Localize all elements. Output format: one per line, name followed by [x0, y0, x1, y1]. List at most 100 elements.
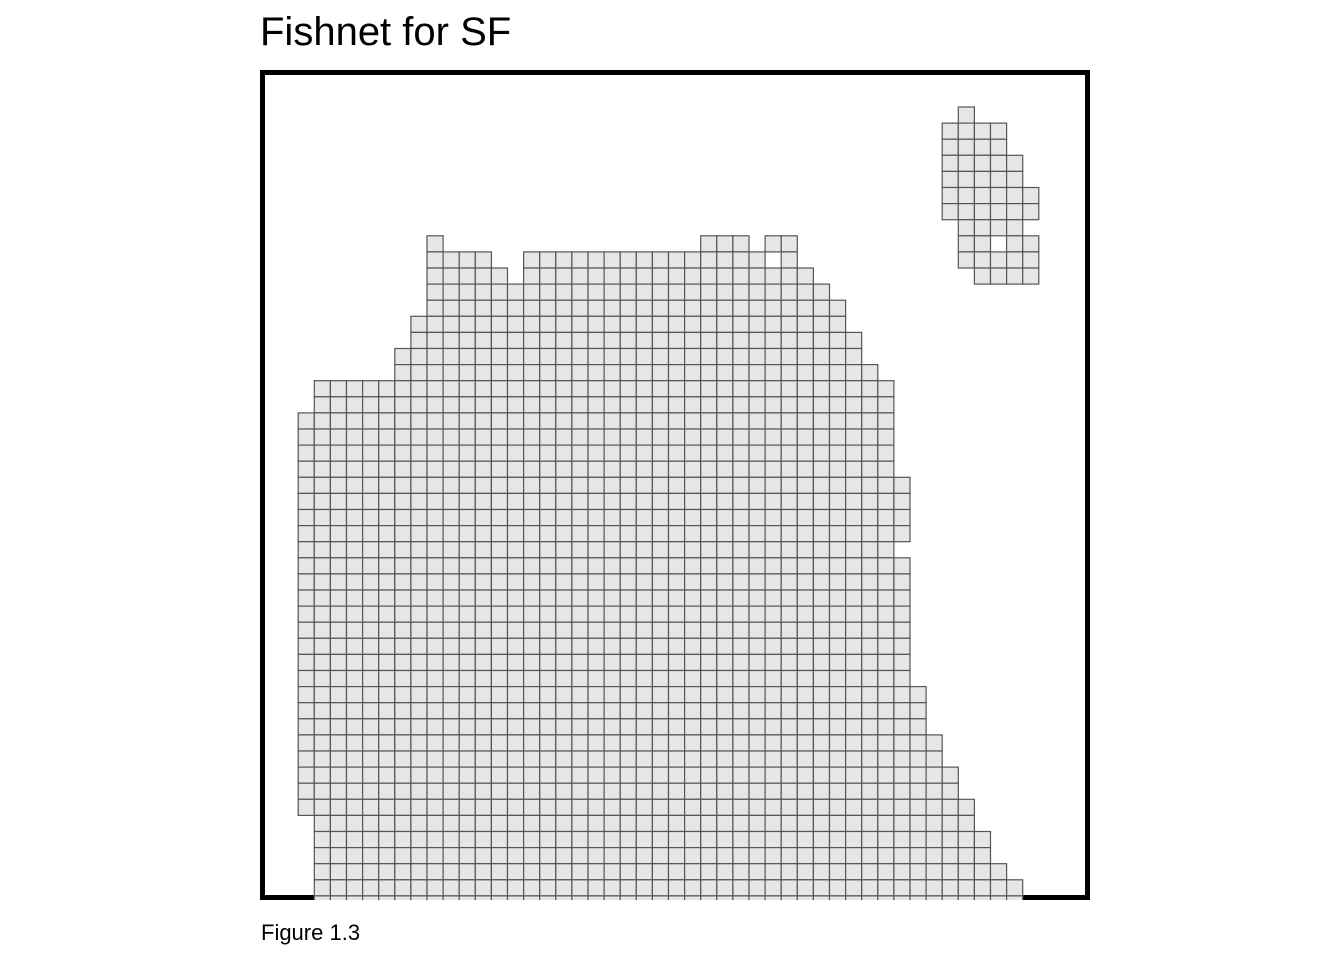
fishnet-cell	[667, 734, 686, 752]
fishnet-cell	[394, 685, 412, 704]
fishnet-cell	[442, 412, 460, 430]
fishnet-cell	[748, 460, 766, 478]
fishnet-cell	[957, 895, 975, 900]
fishnet-cell	[877, 702, 895, 720]
fishnet-cell	[973, 863, 992, 881]
fishnet-cell	[474, 492, 493, 511]
fishnet-cell	[394, 750, 412, 768]
fishnet-cell	[716, 492, 734, 511]
fishnet-cell	[539, 782, 557, 800]
fishnet-cell	[329, 508, 348, 527]
fishnet-cell	[684, 412, 702, 430]
fishnet-cell	[700, 267, 718, 285]
fishnet-cell	[812, 380, 831, 398]
fishnet-cell	[957, 106, 975, 124]
fishnet-cell	[732, 525, 750, 543]
fishnet-cell	[667, 589, 686, 607]
fishnet-cell	[780, 863, 798, 881]
fishnet-cell	[619, 251, 637, 269]
fishnet-cell	[442, 879, 460, 897]
fishnet-cell	[394, 492, 412, 511]
fishnet-cell	[555, 605, 573, 623]
fishnet-cell	[361, 782, 380, 800]
fishnet-cell	[635, 331, 653, 350]
fishnet-cell	[571, 589, 589, 607]
fishnet-cell	[684, 525, 702, 543]
fishnet-cell	[732, 251, 750, 269]
fishnet-cell	[506, 846, 525, 865]
fishnet-cell	[844, 863, 863, 881]
fishnet-cell	[555, 589, 573, 607]
fishnet-cell	[716, 653, 734, 672]
fishnet-cell	[361, 428, 380, 446]
fishnet-cell	[812, 364, 831, 382]
fishnet-cell	[410, 412, 428, 430]
fishnet-cell	[345, 444, 364, 462]
fishnet-cell	[394, 830, 412, 849]
fishnet-cell	[684, 444, 702, 462]
fishnet-cell	[700, 605, 718, 623]
fishnet-cell	[796, 331, 814, 350]
fishnet-cell	[700, 830, 718, 849]
fishnet-cell	[539, 380, 557, 398]
fishnet-cell	[941, 186, 959, 205]
fishnet-cell	[684, 396, 702, 414]
fishnet-cell	[828, 525, 847, 543]
fishnet-cell	[361, 879, 380, 897]
fishnet-cell	[909, 685, 927, 704]
fishnet-cell	[587, 814, 605, 833]
fishnet-cell	[941, 122, 959, 140]
fishnet-cell	[619, 267, 637, 285]
fishnet-cell	[410, 444, 428, 462]
fishnet-cell	[732, 428, 750, 446]
fishnet-cell	[748, 444, 766, 462]
fishnet-cell	[684, 315, 702, 334]
fishnet-cell	[732, 621, 750, 639]
fishnet-cell	[716, 895, 734, 900]
fishnet-cell	[877, 814, 895, 833]
fishnet-cell	[523, 347, 541, 366]
fishnet-cell	[555, 412, 573, 430]
fishnet-cell	[684, 557, 702, 575]
fishnet-cell	[909, 879, 927, 897]
fishnet-cell	[732, 460, 750, 478]
fishnet-cell	[571, 718, 589, 736]
fishnet-cell	[345, 718, 364, 736]
fishnet-cell	[667, 653, 686, 672]
fishnet-cell	[716, 476, 734, 494]
fishnet-cell	[361, 830, 380, 849]
fishnet-cell	[458, 251, 476, 269]
fishnet-cell	[394, 653, 412, 672]
fishnet-cell	[297, 557, 315, 575]
fishnet-cell	[748, 605, 766, 623]
fishnet-cell	[635, 347, 653, 366]
fishnet-cell	[394, 541, 412, 559]
fishnet-cell	[603, 525, 621, 543]
fishnet-cell	[796, 412, 814, 430]
fishnet-cell	[329, 830, 348, 849]
fishnet-cell	[426, 380, 444, 398]
fishnet-cell	[506, 525, 525, 543]
fishnet-cell	[732, 685, 750, 704]
fishnet-cell	[490, 589, 509, 607]
fishnet-cell	[394, 573, 412, 591]
fishnet-cell	[426, 879, 444, 897]
fishnet-cell	[523, 251, 541, 269]
fishnet-cell	[700, 460, 718, 478]
fishnet-cell	[667, 814, 686, 833]
fishnet-cell	[313, 589, 331, 607]
fishnet-cell	[619, 589, 637, 607]
fishnet-cell	[539, 557, 557, 575]
fishnet-cell	[684, 782, 702, 800]
fishnet-cell	[555, 331, 573, 350]
fishnet-cell	[941, 846, 959, 865]
fishnet-cell	[329, 428, 348, 446]
fishnet-cell	[297, 573, 315, 591]
fishnet-cell	[313, 782, 331, 800]
fishnet-cell	[667, 444, 686, 462]
fishnet-cell	[506, 299, 525, 317]
fishnet-cell	[490, 364, 509, 382]
fishnet-cell	[764, 750, 782, 768]
fishnet-cell	[732, 492, 750, 511]
fishnet-cell	[313, 605, 331, 623]
